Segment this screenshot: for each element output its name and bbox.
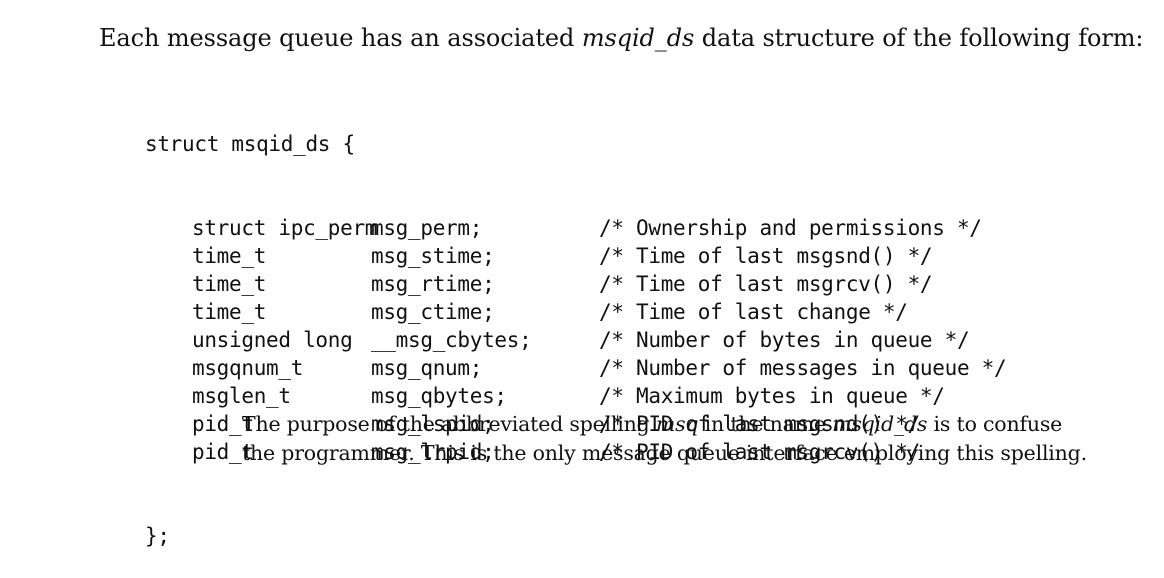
field-comment: /* Time of last msgrcv() */: [599, 272, 933, 296]
struct-field-row: time_t msg_rtime; /* Time of last msgrcv()…: [145, 270, 933, 298]
code-opening-line: struct msqid_ds {: [145, 130, 355, 158]
code-listing: struct msqid_ds { struct ipc_perm msg_per…: [145, 74, 1007, 578]
field-type: struct ipc_perm: [192, 216, 378, 240]
field-comment: /* Ownership and permissions */: [599, 216, 982, 240]
field-type: time_t: [192, 272, 267, 296]
struct-field-row: pid_t msg_lspid; /* PID of last msgsnd() *…: [145, 410, 920, 438]
field-name: msg_qbytes;: [371, 384, 507, 408]
struct-field-row: msglen_t msg_qbytes; /* Maximum bytes in q…: [145, 382, 945, 410]
field-name: msg_lspid;: [371, 412, 495, 436]
field-comment: /* Time of last change */: [599, 300, 908, 324]
field-comment: /* PID of last msgrcv() */: [599, 440, 920, 464]
note-line-1: The purpose of the abbreviated spelling …: [242, 410, 1087, 439]
field-name: msg_lrpid;: [371, 440, 495, 464]
note-line-2: the programmer. This is the only message…: [242, 441, 1087, 465]
field-comment: /* PID of last msgsnd() */: [599, 412, 920, 436]
intro-struct-name: msqid_ds: [581, 24, 695, 52]
field-name: msg_stime;: [371, 244, 495, 268]
field-type: time_t: [192, 244, 267, 268]
field-type: msgqnum_t: [192, 356, 304, 380]
note-line1-mid: in the name: [698, 412, 833, 436]
field-type: pid_t: [192, 412, 254, 436]
field-comment: /* Maximum bytes in queue */: [599, 384, 945, 408]
field-name: __msg_cbytes;: [371, 328, 532, 352]
note-line1-suffix: is to confuse: [927, 412, 1063, 436]
field-name: msg_perm;: [371, 216, 483, 240]
note-paragraph: The purpose of the abbreviated spelling …: [242, 410, 1087, 468]
field-type: unsigned long: [192, 328, 353, 352]
intro-suffix: data structure of the following form:: [694, 24, 1144, 52]
field-type: time_t: [192, 300, 267, 324]
note-line1-em2: msqid_ds: [832, 412, 928, 436]
note-line1-prefix: The purpose of the abbreviated spelling: [242, 412, 656, 436]
intro-sentence: Each message queue has an associated msq…: [99, 20, 1143, 56]
code-closing-line: };: [145, 522, 170, 550]
code-opening: struct msqid_ds {: [145, 132, 355, 156]
code-fields: struct ipc_perm msg_perm; /* Ownership and…: [145, 214, 1007, 466]
field-comment: /* Time of last msgsnd() */: [599, 244, 933, 268]
struct-field-row: unsigned long __msg_cbytes; /* Number of b…: [145, 326, 970, 354]
struct-field-row: time_t msg_ctime; /* Time of last change *…: [145, 298, 908, 326]
field-name: msg_rtime;: [371, 272, 495, 296]
struct-field-row: pid_t msg_lrpid; /* PID of last msgrcv() *…: [145, 438, 920, 466]
code-closing: };: [145, 524, 170, 548]
field-comment: /* Number of messages in queue */: [599, 356, 1007, 380]
intro-prefix: Each message queue has an associated: [99, 24, 582, 52]
field-type: msglen_t: [192, 384, 291, 408]
struct-field-row: time_t msg_stime; /* Time of last msgsnd()…: [145, 242, 933, 270]
field-type: pid_t: [192, 440, 254, 464]
struct-field-row: struct ipc_perm msg_perm; /* Ownership and…: [145, 214, 982, 242]
struct-field-row: msgqnum_t msg_qnum; /* Number of messages …: [145, 354, 1007, 382]
field-name: msg_qnum;: [371, 356, 483, 380]
note-line1-em1: msq: [655, 412, 699, 436]
field-comment: /* Number of bytes in queue */: [599, 328, 970, 352]
field-name: msg_ctime;: [371, 300, 495, 324]
